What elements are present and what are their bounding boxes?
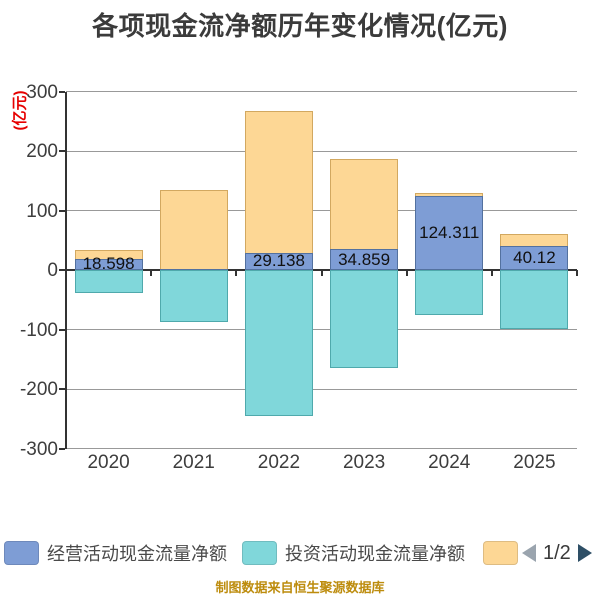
bar-series2-2022[interactable] xyxy=(244,111,313,270)
y-tick-100 xyxy=(59,209,65,212)
bar-value-label-2025: 40.12 xyxy=(513,248,556,268)
legend-label-0: 经营活动现金流量净额 xyxy=(47,544,227,564)
bar-series0-2024[interactable] xyxy=(415,196,484,270)
bar-series1-2025[interactable] xyxy=(500,270,569,329)
legend-swatch-1 xyxy=(242,541,277,565)
y-tick--300 xyxy=(59,447,65,450)
y-tick-300 xyxy=(59,90,65,93)
legend: 经营活动现金流量净额 投资活动现金流量净额 1/2 xyxy=(0,538,600,568)
bar-series0-2025[interactable] xyxy=(500,246,569,270)
bar-series0-2022[interactable] xyxy=(244,252,313,270)
legend-item-2[interactable] xyxy=(483,538,526,568)
y-tick-label--200: -200 xyxy=(19,379,58,400)
bar-series1-2022[interactable] xyxy=(244,270,313,416)
x-tick-0 xyxy=(65,270,67,276)
y-tick-label-100: 100 xyxy=(26,200,58,222)
pager-label: 1/2 xyxy=(543,541,571,564)
x-tick-4 xyxy=(405,270,408,276)
x-axis-label-2023: 2023 xyxy=(342,452,386,473)
bar-series2-2021[interactable] xyxy=(159,190,228,270)
x-axis-label-2025: 2025 xyxy=(513,452,556,473)
x-tick-1 xyxy=(150,270,153,276)
gridline--300 xyxy=(66,448,577,449)
x-axis-label-2022: 2022 xyxy=(257,452,301,473)
legend-item-1[interactable]: 投资活动现金流量净额 xyxy=(242,538,465,568)
bar-value-label-2022: 29.138 xyxy=(252,251,305,271)
x-axis-label-2024: 2024 xyxy=(428,452,471,473)
page-title: 各项现金流净额历年变化情况(亿元) xyxy=(92,11,508,41)
bar-series0-2020[interactable] xyxy=(74,258,143,270)
y-tick-label-0: 0 xyxy=(47,260,58,281)
legend-swatch-0 xyxy=(4,541,39,565)
bar-series1-2024[interactable] xyxy=(415,270,484,316)
bar-series1-2020[interactable] xyxy=(74,270,143,294)
legend-swatch-2 xyxy=(483,541,518,565)
x-axis-label-2020: 2020 xyxy=(87,452,130,473)
pager-next-icon[interactable] xyxy=(577,544,592,562)
x-tick-5 xyxy=(490,270,493,276)
x-tick-3 xyxy=(320,270,323,276)
x-tick-2 xyxy=(235,270,238,276)
y-tick-label-300: 300 xyxy=(26,81,58,103)
y-tick-label--300: -300 xyxy=(19,438,58,460)
y-tick-200 xyxy=(59,150,65,152)
y-tick--100 xyxy=(59,328,65,331)
bar-series1-2021[interactable] xyxy=(159,270,228,323)
gridline--200 xyxy=(66,388,577,390)
gridline-300 xyxy=(66,91,577,92)
pager-prev-icon[interactable] xyxy=(522,544,536,562)
y-tick--200 xyxy=(59,388,65,390)
bar-series1-2023[interactable] xyxy=(330,270,399,369)
y-tick-0 xyxy=(59,269,65,271)
bar-series0-2023[interactable] xyxy=(330,249,399,270)
y-tick-label-200: 200 xyxy=(26,141,58,162)
data-source-credit: 制图数据来自恒生聚源数据库 xyxy=(215,580,385,595)
x-tick-6 xyxy=(576,270,578,276)
bar-value-label-2023: 34.859 xyxy=(338,249,391,269)
gridline--100 xyxy=(66,329,577,330)
y-tick-label--100: -100 xyxy=(19,319,58,341)
gridline-100 xyxy=(66,210,577,211)
bar-value-label-2020: 18.598 xyxy=(82,254,135,274)
legend-item-0[interactable]: 经营活动现金流量净额 xyxy=(4,538,227,568)
gridline-200 xyxy=(66,150,577,152)
legend-pager: 1/2 xyxy=(522,538,592,568)
legend-label-1: 投资活动现金流量净额 xyxy=(285,544,465,564)
bar-value-label-2024: 124.311 xyxy=(419,223,480,243)
x-axis-label-2021: 2021 xyxy=(172,452,215,473)
